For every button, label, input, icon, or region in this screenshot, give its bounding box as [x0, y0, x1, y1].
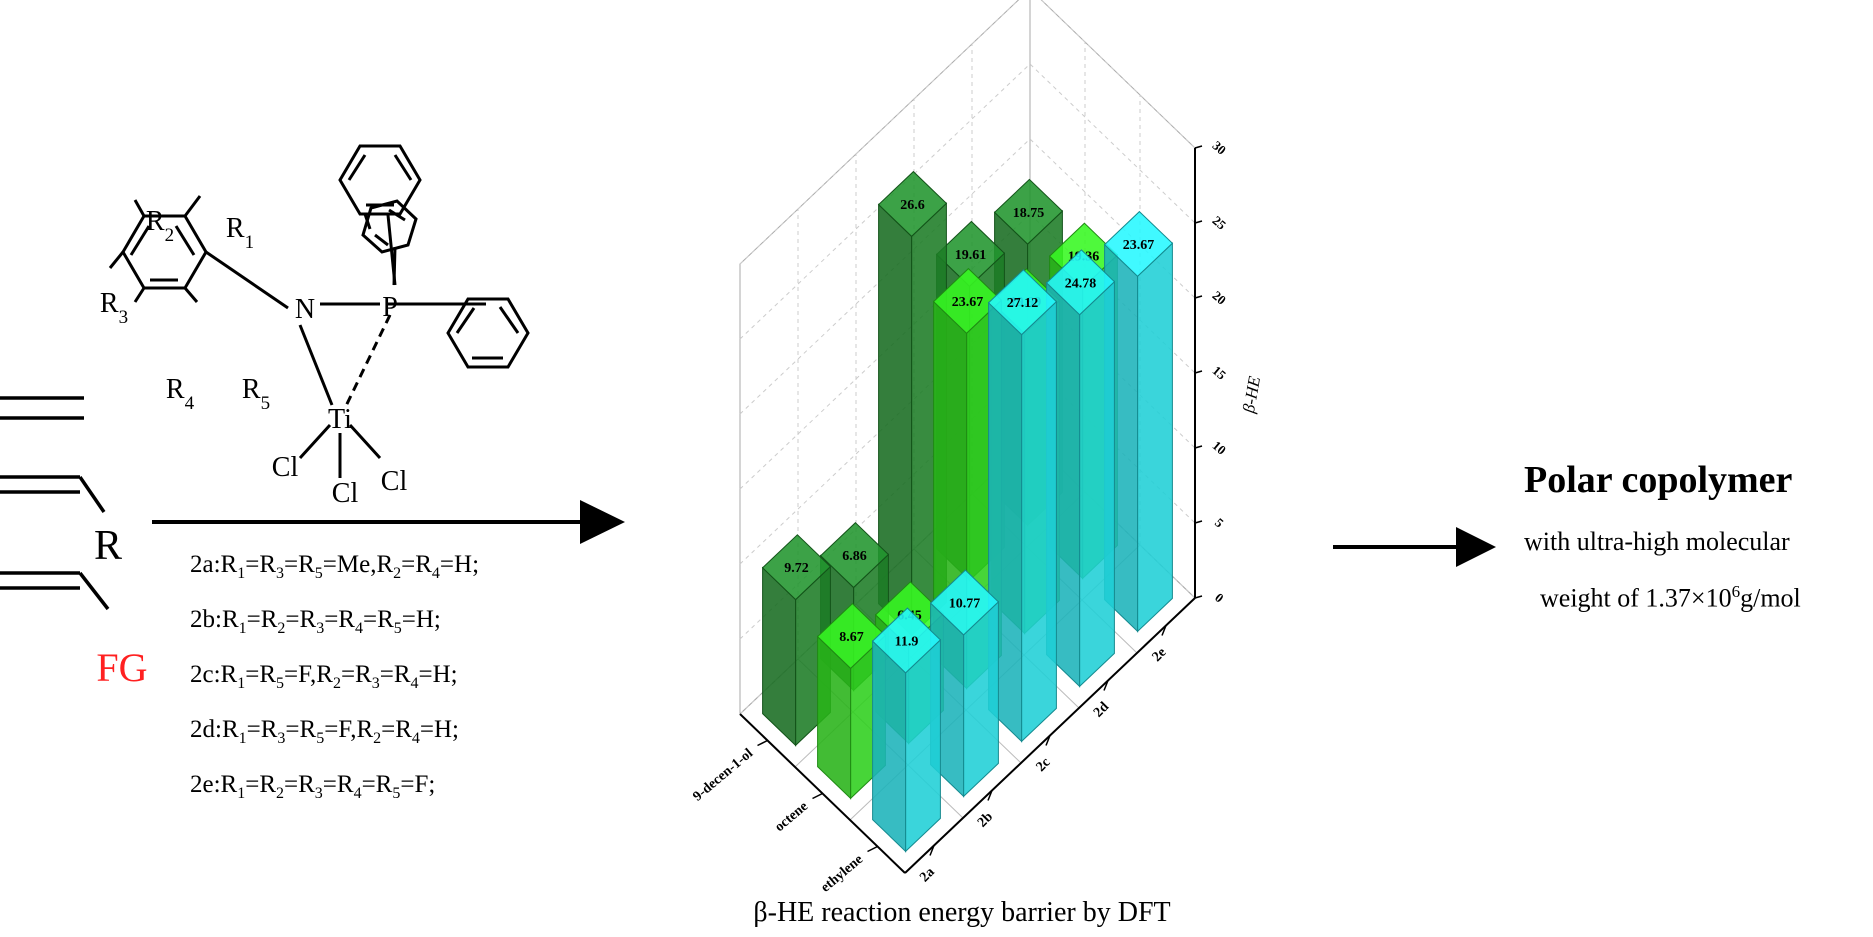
bar-ethylene-2a: 11.9 — [871, 607, 942, 853]
atom-label-cl-left: Cl — [272, 452, 299, 483]
bar-data-label: 18.75 — [1013, 206, 1045, 221]
product-description-line1: with ultra-high molecular — [1524, 527, 1790, 556]
bar-face-top — [993, 178, 1064, 245]
catalyst-tick-label: 2e — [1150, 645, 1170, 665]
monomer-tick-label: ethylene — [818, 852, 866, 895]
catalyst-variant-2d: 2d:R1=R3=R5=F,R2=R4=H; — [190, 716, 460, 747]
atom-label-r4: R4 — [166, 374, 195, 414]
z-axis-tick-label: 10 — [1210, 438, 1230, 458]
bar-face-top — [987, 269, 1058, 336]
atom-label-r3: R3 — [100, 288, 128, 328]
bar-face-top — [935, 220, 1006, 287]
bar-data-label: 23.67 — [1123, 238, 1155, 253]
monomer-axis-tick — [757, 739, 768, 747]
z-axis-tick-label: 20 — [1210, 288, 1230, 308]
catalyst-tick-label: 2c — [1034, 755, 1054, 775]
monomer-axis-tick — [867, 845, 878, 853]
atom-label-n: N — [295, 294, 315, 325]
bar-data-label: 10.77 — [949, 597, 981, 612]
catalyst-axis-tick — [987, 790, 993, 801]
catalyst-axis-tick — [929, 845, 935, 856]
polar-group-label: FG — [96, 645, 147, 690]
alkyl-substituent-label: R — [94, 523, 122, 569]
z-axis-tick — [1194, 370, 1203, 374]
z-axis-tick-label: 0 — [1212, 590, 1227, 606]
bar-face-left — [905, 638, 941, 853]
bar-data-label: 27.12 — [1007, 296, 1039, 311]
bar-data-label: 8.67 — [839, 630, 864, 645]
bar-data-label: 9.72 — [784, 561, 809, 576]
bar-face-top — [1103, 210, 1174, 277]
product-description-line2: weight of 1.37×106g/mol — [1540, 582, 1801, 613]
z-axis-tick — [1194, 595, 1203, 599]
atom-label-cl-mid: Cl — [332, 478, 359, 509]
bar-data-label: 11.9 — [895, 635, 919, 650]
z-axis-tick — [1194, 445, 1203, 449]
catalyst-axis-tick — [1045, 735, 1051, 746]
bar-face-left — [963, 600, 999, 798]
atom-label-r1: R1 — [226, 213, 254, 253]
product-title: Polar copolymer — [1524, 459, 1793, 501]
bar-face-top — [871, 607, 942, 674]
z-axis-tick — [1194, 145, 1203, 149]
bar-face-top — [929, 569, 1000, 636]
atom-label-cl-right: Cl — [381, 466, 408, 497]
catalyst-variant-2e: 2e:R1=R2=R3=R4=R5=F; — [190, 771, 436, 802]
catalyst-variant-list: 2a:R1=R3=R5=Me,R2=R4=H; 2b:R1=R2=R3=R4=R5… — [190, 542, 479, 817]
bar-face-right — [872, 639, 907, 853]
z-axis-tick-label: 5 — [1212, 515, 1227, 531]
z-axis-tick-label: 15 — [1210, 363, 1230, 383]
catalyst-axis-tick — [1103, 680, 1109, 691]
wall-gridline — [739, 63, 1196, 340]
catalyst-structure: R1 R2 R3 R4 R5 N P Ti Cl Cl Cl — [100, 144, 530, 509]
bar-data-label: 6.86 — [842, 549, 867, 564]
z-axis-tick — [1194, 220, 1203, 224]
catalyst-tick-label: 2a — [917, 865, 938, 886]
z-axis-label: β-HE — [1239, 374, 1264, 415]
monomer-structures: R FG — [0, 396, 148, 690]
z-axis-tick — [1194, 520, 1203, 524]
catalyst-variant-2a: 2a:R1=R3=R5=Me,R2=R4=H; — [190, 551, 480, 582]
product-arrow-head — [1456, 527, 1496, 567]
bar-face-top — [1045, 249, 1116, 316]
z-axis-tick-label: 25 — [1210, 213, 1230, 233]
catalyst-variant-2b: 2b:R1=R2=R3=R4=R5=H; — [190, 606, 441, 637]
reaction-arrow-head — [580, 500, 625, 544]
bar-data-label: 23.67 — [952, 295, 984, 310]
catalyst-variant-2c: 2c:R1=R5=F,R2=R3=R4=H; — [190, 661, 458, 692]
atom-label-p: P — [382, 292, 398, 323]
monomer-tick-label: octene — [772, 799, 811, 835]
bar-face-top — [877, 170, 948, 238]
atom-label-r2: R2 — [146, 206, 174, 246]
monomer-tick-label: 9-decen-1-ol — [690, 746, 756, 805]
catalyst-tick-label: 2d — [1091, 699, 1112, 720]
bar-data-label: 24.78 — [1065, 276, 1097, 291]
catalyst-axis-tick — [1161, 625, 1167, 636]
bar-face-left — [1137, 242, 1173, 633]
monomer-axis-tick — [812, 792, 823, 800]
z-axis-tick-label: 30 — [1210, 138, 1230, 158]
bar-face-left — [1021, 300, 1057, 743]
bar-data-label: 19.61 — [955, 248, 987, 263]
bar-9-decen-1-ol-2a: 9.72 — [761, 534, 832, 747]
atom-label-r5: R5 — [242, 374, 270, 414]
bar-face-top — [819, 522, 890, 589]
bar-face-top — [761, 534, 832, 601]
bar-face-left — [1079, 280, 1115, 688]
catalyst-tick-label: 2b — [975, 809, 996, 830]
bar-data-label: 26.6 — [900, 198, 925, 213]
z-axis-tick — [1194, 295, 1203, 299]
chart-caption: β-HE reaction energy barrier by DFT — [753, 897, 1171, 928]
atom-label-ti: Ti — [328, 404, 352, 435]
